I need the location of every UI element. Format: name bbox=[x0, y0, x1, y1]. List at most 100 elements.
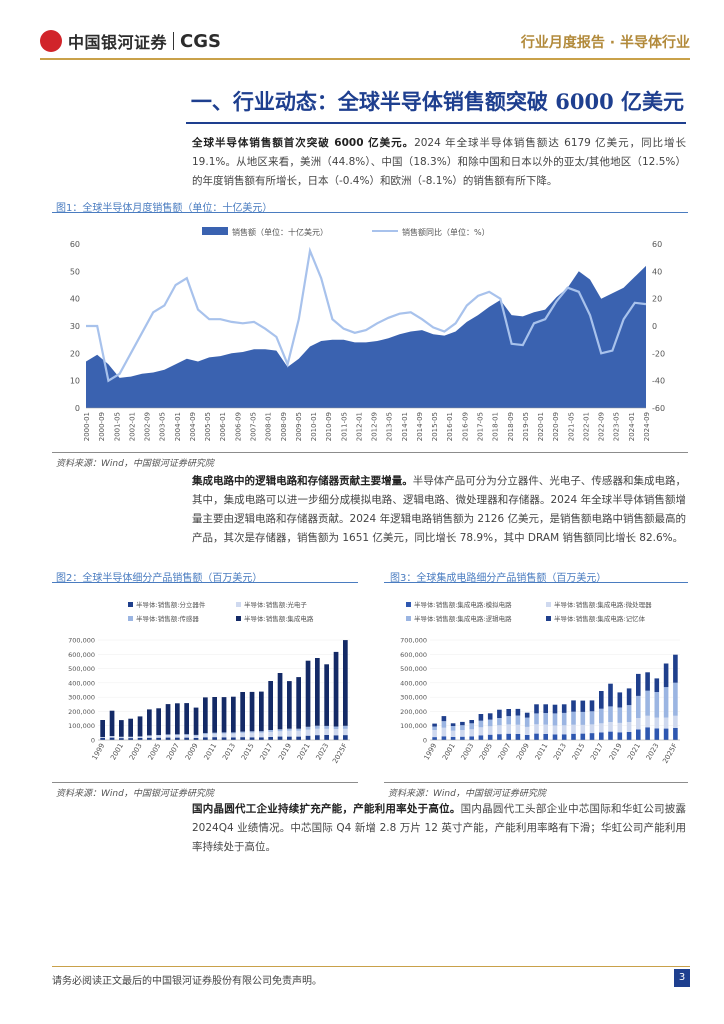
fig2-bar-2020-s0 bbox=[296, 736, 301, 740]
fig3-bar-2009-s3 bbox=[524, 712, 530, 718]
fig2-bar-2015-s0 bbox=[249, 737, 255, 740]
fig3-bar-2017-s3 bbox=[599, 691, 604, 709]
fig1-xtick-22: 2014-09 bbox=[416, 412, 424, 441]
fig1-ytick-left-2: 20 bbox=[70, 349, 80, 358]
fig1-xtick-26: 2017-05 bbox=[477, 412, 485, 441]
fig3-bar-2018-s2 bbox=[608, 706, 613, 722]
fig1-legend-swatch-sales bbox=[202, 227, 228, 235]
fig1-xtick-18: 2012-01 bbox=[355, 412, 363, 441]
fig3-bar-2012-s3 bbox=[552, 704, 558, 714]
fig1-xtick-14: 2009-05 bbox=[295, 412, 303, 441]
paragraph-1-lead: 全球半导体销售额首次突破 6000 亿美元。 bbox=[192, 137, 415, 149]
fig2-bar-2003-s3 bbox=[137, 716, 143, 737]
fig3-bar-2025F-s1 bbox=[673, 715, 678, 728]
fig3-bar-2003-s1 bbox=[469, 729, 474, 737]
fig2-bar-2012-s1 bbox=[221, 733, 227, 738]
fig3-bar-2024-s3 bbox=[663, 663, 669, 688]
brand-name-en: CGS bbox=[180, 30, 221, 52]
fig2-bar-2006-s2 bbox=[165, 734, 171, 736]
fig2-bar-2008-s1 bbox=[184, 735, 189, 738]
fig2-bar-2013-s1 bbox=[231, 733, 236, 738]
fig2-bar-2013-s0 bbox=[231, 737, 236, 740]
fig1-ytick-right-4: 20 bbox=[652, 295, 662, 304]
section-title-rule bbox=[186, 122, 686, 124]
fig3-bar-2015-s3 bbox=[580, 700, 586, 712]
fig1-xtick-11: 2007-05 bbox=[249, 412, 257, 441]
fig2-bar-2001-s0 bbox=[119, 738, 124, 740]
fig2-bar-2008-s2 bbox=[184, 734, 189, 735]
fig2-bar-2008-s0 bbox=[184, 737, 189, 740]
fig2-bar-2003-s1 bbox=[137, 736, 143, 738]
fig2-bar-2002-s1 bbox=[128, 737, 133, 739]
fig2-bar-2005-s3 bbox=[156, 708, 161, 735]
fig3-xtick-8: 2015 bbox=[571, 742, 587, 761]
fig3-ytick-3: 300,000 bbox=[400, 694, 427, 702]
fig3-bar-2006-s3 bbox=[497, 709, 502, 718]
fig2-xtick-8: 2015 bbox=[240, 742, 256, 761]
fig3-bar-2022-s3 bbox=[645, 672, 650, 691]
fig3-bar-2023-s3 bbox=[654, 678, 660, 692]
fig3-bar-2013-s2 bbox=[561, 712, 567, 726]
fig3-bar-2022-s0 bbox=[645, 727, 650, 740]
fig2-bar-2007-s0 bbox=[175, 737, 180, 740]
header-divider bbox=[40, 58, 690, 60]
fig2-bar-2020-s2 bbox=[296, 728, 301, 731]
fig2-bar-2004-s0 bbox=[147, 737, 152, 740]
brand-separator bbox=[173, 32, 175, 50]
fig3-bar-2016-s0 bbox=[589, 733, 595, 740]
fig3-bar-2011-s0 bbox=[543, 734, 548, 740]
fig2-bar-2000-s1 bbox=[109, 736, 115, 738]
fig1-top-rule bbox=[52, 212, 688, 213]
fig3-xtick-7: 2013 bbox=[552, 742, 568, 761]
fig3-bar-2019-s0 bbox=[617, 732, 623, 740]
fig3-bar-2007-s2 bbox=[506, 716, 511, 725]
fig3-bar-2024-s1 bbox=[663, 717, 669, 729]
fig2-bar-2010-s1 bbox=[203, 734, 208, 738]
fig3-chart-panel: 半导体:销售额:集成电路:模拟电路 半导体:销售额:集成电路:微处理器 半导体:销售… bbox=[384, 586, 688, 783]
fig2-bar-2014-s2 bbox=[240, 731, 245, 733]
fig3-bar-2017-s0 bbox=[599, 732, 604, 740]
fig1-xtick-2: 2001-05 bbox=[113, 412, 121, 441]
fig1-xtick-1: 2000-09 bbox=[98, 412, 106, 441]
fig3-bar-2003-s2 bbox=[469, 723, 474, 730]
fig3-bar-2010-s2 bbox=[534, 713, 539, 725]
fig3-legend-label-0: 半导体:销售额:集成电路:模拟电路 bbox=[414, 600, 512, 609]
fig3-bar-2024-s2 bbox=[663, 687, 669, 718]
brand-mark-icon bbox=[40, 30, 62, 52]
fig2-legend-swatch-0 bbox=[128, 602, 133, 607]
report-type: 行业月度报告 · 半导体行业 bbox=[520, 35, 690, 51]
fig2-bar-2015-s1 bbox=[249, 732, 255, 738]
fig3-bar-2000-s0 bbox=[441, 736, 447, 740]
fig2-legend-label-3: 半导体:销售额:集成电路 bbox=[244, 614, 314, 623]
fig2-bar-2017-s1 bbox=[268, 731, 273, 737]
fig1-ytick-right-0: -60 bbox=[652, 404, 665, 413]
fig2-bar-2014-s3 bbox=[240, 692, 245, 732]
fig1-xtick-28: 2018-09 bbox=[507, 412, 515, 441]
fig3-bar-2003-s3 bbox=[469, 720, 474, 724]
fig2-bar-2023-s1 bbox=[324, 728, 329, 735]
fig3-bar-2001-s1 bbox=[450, 730, 456, 737]
fig1-xtick-12: 2008-01 bbox=[265, 412, 273, 441]
fig3-xtick-6: 2011 bbox=[534, 742, 550, 761]
fig3-bar-2009-s2 bbox=[524, 717, 530, 727]
fig2-bar-2025F-s2 bbox=[343, 725, 348, 729]
fig3-bar-2012-s1 bbox=[552, 725, 558, 735]
fig2-bar-2019-s3 bbox=[287, 681, 292, 729]
fig3-legend-label-2: 半导体:销售额:集成电路:逻辑电路 bbox=[414, 614, 512, 623]
paragraph-2: 集成电路中的逻辑电路和存储器贡献主要增量。半导体产品可分为分立器件、光电子、传感… bbox=[192, 472, 686, 548]
fig3-bar-2005-s0 bbox=[487, 734, 493, 740]
fig3-ytick-2: 200,000 bbox=[400, 708, 427, 716]
fig1-xtick-20: 2013-05 bbox=[386, 412, 394, 441]
fig3-bar-2016-s1 bbox=[589, 724, 595, 734]
fig2-bar-1999-s3 bbox=[100, 720, 105, 738]
fig1-xtick-35: 2023-05 bbox=[613, 412, 621, 441]
fig1-xtick-21: 2014-01 bbox=[401, 412, 409, 441]
fig2-bar-2005-s0 bbox=[156, 737, 161, 740]
fig1-xtick-37: 2024-09 bbox=[643, 412, 651, 441]
fig3-bar-2021-s3 bbox=[636, 673, 641, 696]
fig1-xtick-33: 2022-01 bbox=[582, 412, 590, 441]
fig2-bar-2016-s1 bbox=[259, 732, 264, 738]
fig3-bar-2015-s0 bbox=[580, 733, 586, 740]
fig2-bar-2009-s3 bbox=[193, 707, 199, 735]
fig3-bar-1999-s1 bbox=[432, 730, 437, 738]
